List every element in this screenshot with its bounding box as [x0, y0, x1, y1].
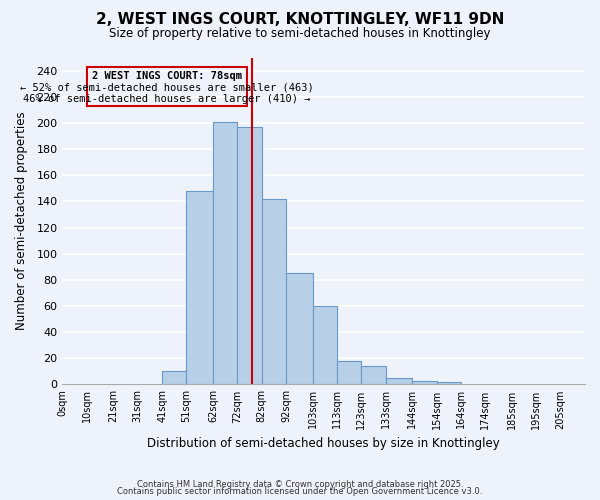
Bar	[412, 380, 437, 384]
Bar	[262, 198, 286, 384]
Text: Size of property relative to semi-detached houses in Knottingley: Size of property relative to semi-detach…	[109, 28, 491, 40]
X-axis label: Distribution of semi-detached houses by size in Knottingley: Distribution of semi-detached houses by …	[148, 437, 500, 450]
Text: ← 52% of semi-detached houses are smaller (463): ← 52% of semi-detached houses are smalle…	[20, 82, 314, 92]
Y-axis label: Number of semi-detached properties: Number of semi-detached properties	[15, 112, 28, 330]
Bar	[337, 361, 361, 384]
Text: 46% of semi-detached houses are larger (410) →: 46% of semi-detached houses are larger (…	[23, 94, 311, 104]
Bar	[386, 378, 412, 384]
Bar	[162, 372, 187, 384]
Bar	[213, 122, 238, 384]
Text: 2, WEST INGS COURT, KNOTTINGLEY, WF11 9DN: 2, WEST INGS COURT, KNOTTINGLEY, WF11 9D…	[96, 12, 504, 28]
Bar	[313, 306, 337, 384]
Bar	[238, 127, 262, 384]
Bar	[361, 366, 386, 384]
Text: Contains public sector information licensed under the Open Government Licence v3: Contains public sector information licen…	[118, 487, 482, 496]
Text: Contains HM Land Registry data © Crown copyright and database right 2025.: Contains HM Land Registry data © Crown c…	[137, 480, 463, 489]
Bar	[187, 191, 213, 384]
Bar	[437, 382, 461, 384]
Text: 2 WEST INGS COURT: 78sqm: 2 WEST INGS COURT: 78sqm	[92, 70, 242, 81]
Bar	[286, 274, 313, 384]
